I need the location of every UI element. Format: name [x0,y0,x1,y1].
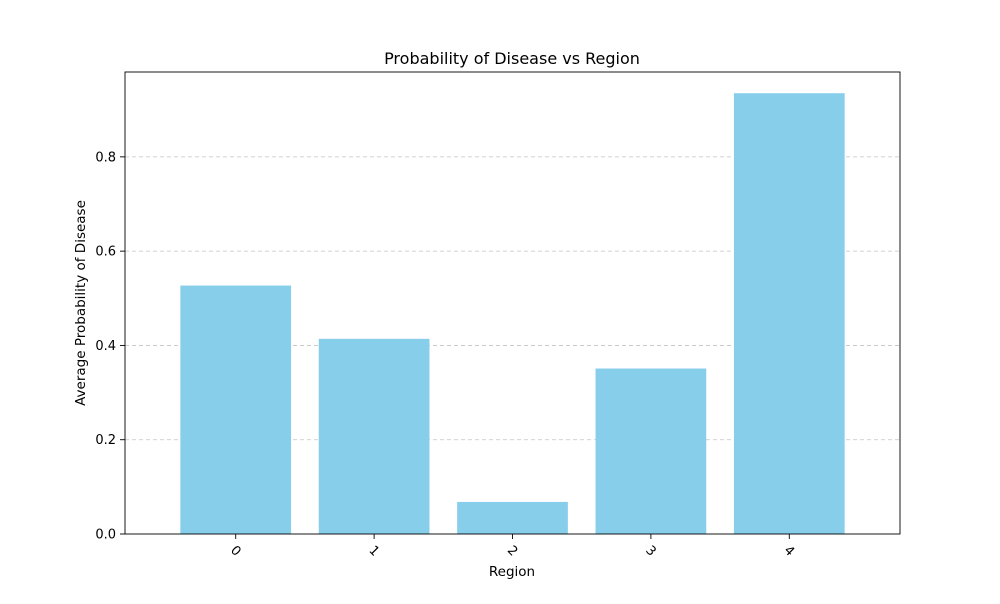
x-tick-label: 3 [642,543,658,559]
bars [180,93,845,534]
x-axis-ticks: 0 1 2 3 4 [227,534,797,560]
y-tick-label: 0.4 [95,339,116,354]
x-tick-label: 2 [504,543,520,559]
x-tick-label: 1 [366,543,382,559]
y-tick-label: 0.2 [95,433,116,448]
bar-region-1 [318,338,430,534]
x-axis-label: Region [489,564,535,580]
x-tick-label: 0 [227,543,243,559]
y-tick-label: 0.0 [95,528,116,543]
y-tick-label: 0.8 [95,150,116,165]
bar-region-2 [457,501,568,534]
chart-title: Probability of Disease vs Region [384,49,640,68]
y-axis-label: Average Probability of Disease [73,200,89,406]
bar-region-3 [595,368,707,534]
y-tick-label: 0.6 [95,245,116,260]
x-tick-label: 4 [781,543,797,559]
bar-region-4 [733,93,845,534]
y-axis-ticks: 0.0 0.2 0.4 0.6 0.8 [95,150,125,543]
bar-region-0 [180,285,292,534]
